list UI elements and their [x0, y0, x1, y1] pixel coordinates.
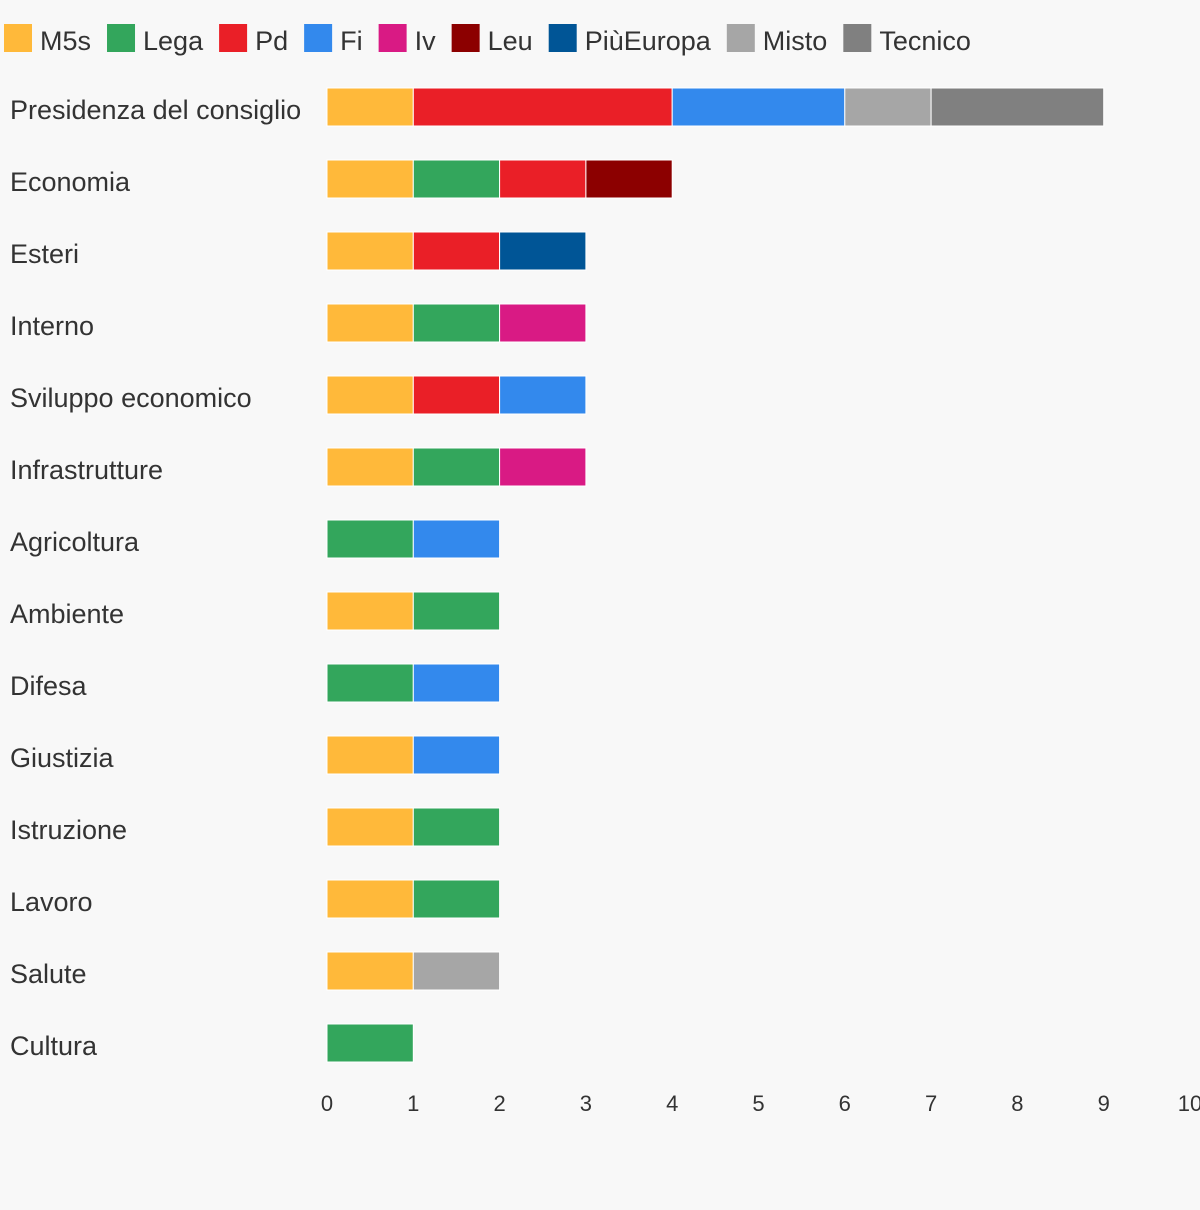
bar-infrastrutture-iv [499, 447, 587, 487]
legend: M5s Lega Pd Fi Iv Leu PiùEuropa Misto Tecnico [4, 24, 971, 56]
x-tick-label-6: 6 [839, 1091, 851, 1116]
category-label-giustizia: Giustizia [10, 743, 115, 773]
bar-interno-iv [499, 303, 587, 343]
bar-interno-m5s [326, 303, 414, 343]
legend-label-iv: Iv [415, 26, 437, 56]
category-label-infrastrutture: Infrastrutture [10, 455, 163, 485]
legend-swatch-tecnico [843, 24, 872, 52]
legend-label-lega: Lega [143, 26, 204, 56]
x-tick-label-4: 4 [666, 1091, 678, 1116]
bar-difesa-fi [412, 663, 501, 703]
legend-swatch-lega [107, 24, 136, 52]
bar-salute-misto [412, 951, 501, 991]
bar-lavoro-lega [412, 879, 501, 919]
bar-esteri-pd [412, 231, 501, 271]
legend-label-piueuropa: PiùEuropa [585, 26, 712, 56]
x-tick-label-9: 9 [1098, 1091, 1110, 1116]
category-label-salute: Salute [10, 959, 87, 989]
category-label-economia: Economia [10, 167, 131, 197]
category-label-esteri: Esteri [10, 239, 79, 269]
bar-presidenza-del-consiglio-fi [671, 87, 846, 127]
category-label-cultura: Cultura [10, 1031, 98, 1061]
bar-salute-m5s [326, 951, 414, 991]
x-tick-label-7: 7 [925, 1091, 937, 1116]
bar-esteri-m5s [326, 231, 414, 271]
x-tick-label-3: 3 [580, 1091, 592, 1116]
legend-swatch-m5s [4, 24, 32, 52]
legend-label-tecnico: Tecnico [879, 26, 971, 56]
legend-label-m5s: M5s [40, 26, 91, 56]
legend-swatch-pd [219, 24, 248, 52]
category-label-agricoltura: Agricoltura [10, 527, 140, 557]
category-label-ambiente: Ambiente [10, 599, 124, 629]
legend-swatch-leu [451, 24, 480, 52]
bar-interno-lega [412, 303, 501, 343]
bar-ambiente-lega [412, 591, 501, 631]
x-tick-label-8: 8 [1011, 1091, 1023, 1116]
legend-label-leu: Leu [488, 26, 533, 56]
bars [326, 87, 1105, 1063]
bar-economia-m5s [326, 159, 414, 199]
bar-difesa-lega [326, 663, 414, 703]
legend-swatch-fi [304, 24, 333, 52]
x-tick-label-5: 5 [752, 1091, 764, 1116]
category-label-presidenza-del-consiglio: Presidenza del consiglio [10, 95, 301, 125]
category-label-istruzione: Istruzione [10, 815, 127, 845]
bar-presidenza-del-consiglio-m5s [326, 87, 414, 127]
bar-infrastrutture-lega [412, 447, 501, 487]
bar-economia-leu [585, 159, 673, 199]
bar-economia-lega [412, 159, 501, 199]
x-tick-label-10: 10 [1178, 1091, 1200, 1116]
bar-esteri-piueuropa [499, 231, 587, 271]
category-labels: Presidenza del consiglio Economia Esteri In… [10, 95, 301, 1061]
bar-lavoro-m5s [326, 879, 414, 919]
bar-sviluppo-economico-pd [412, 375, 501, 415]
category-label-interno: Interno [10, 311, 94, 341]
bar-infrastrutture-m5s [326, 447, 414, 487]
category-label-difesa: Difesa [10, 671, 88, 701]
bar-presidenza-del-consiglio-pd [412, 87, 673, 127]
bar-istruzione-lega [412, 807, 501, 847]
x-tick-label-2: 2 [493, 1091, 505, 1116]
bar-giustizia-fi [412, 735, 501, 775]
bar-cultura-lega [326, 1023, 414, 1063]
category-label-sviluppo-economico: Sviluppo economico [10, 383, 252, 413]
legend-label-misto: Misto [763, 26, 828, 56]
legend-swatch-piueuropa [548, 24, 577, 52]
x-tick-label-1: 1 [407, 1091, 419, 1116]
legend-swatch-misto [726, 24, 755, 52]
bar-sviluppo-economico-m5s [326, 375, 414, 415]
x-tick-label-0: 0 [321, 1091, 333, 1116]
bar-presidenza-del-consiglio-tecnico [930, 87, 1105, 127]
bar-agricoltura-fi [412, 519, 501, 559]
x-axis-ticks: 0 1 2 3 4 5 6 7 8 9 10 [321, 1091, 1200, 1116]
bar-sviluppo-economico-fi [499, 375, 587, 415]
bar-giustizia-m5s [326, 735, 414, 775]
legend-swatch-iv [378, 24, 407, 52]
bar-agricoltura-lega [326, 519, 414, 559]
legend-label-fi: Fi [340, 26, 363, 56]
bar-presidenza-del-consiglio-misto [844, 87, 932, 127]
bar-economia-pd [499, 159, 587, 199]
legend-label-pd: Pd [255, 26, 288, 56]
category-label-lavoro: Lavoro [10, 887, 93, 917]
bar-ambiente-m5s [326, 591, 414, 631]
bar-istruzione-m5s [326, 807, 414, 847]
